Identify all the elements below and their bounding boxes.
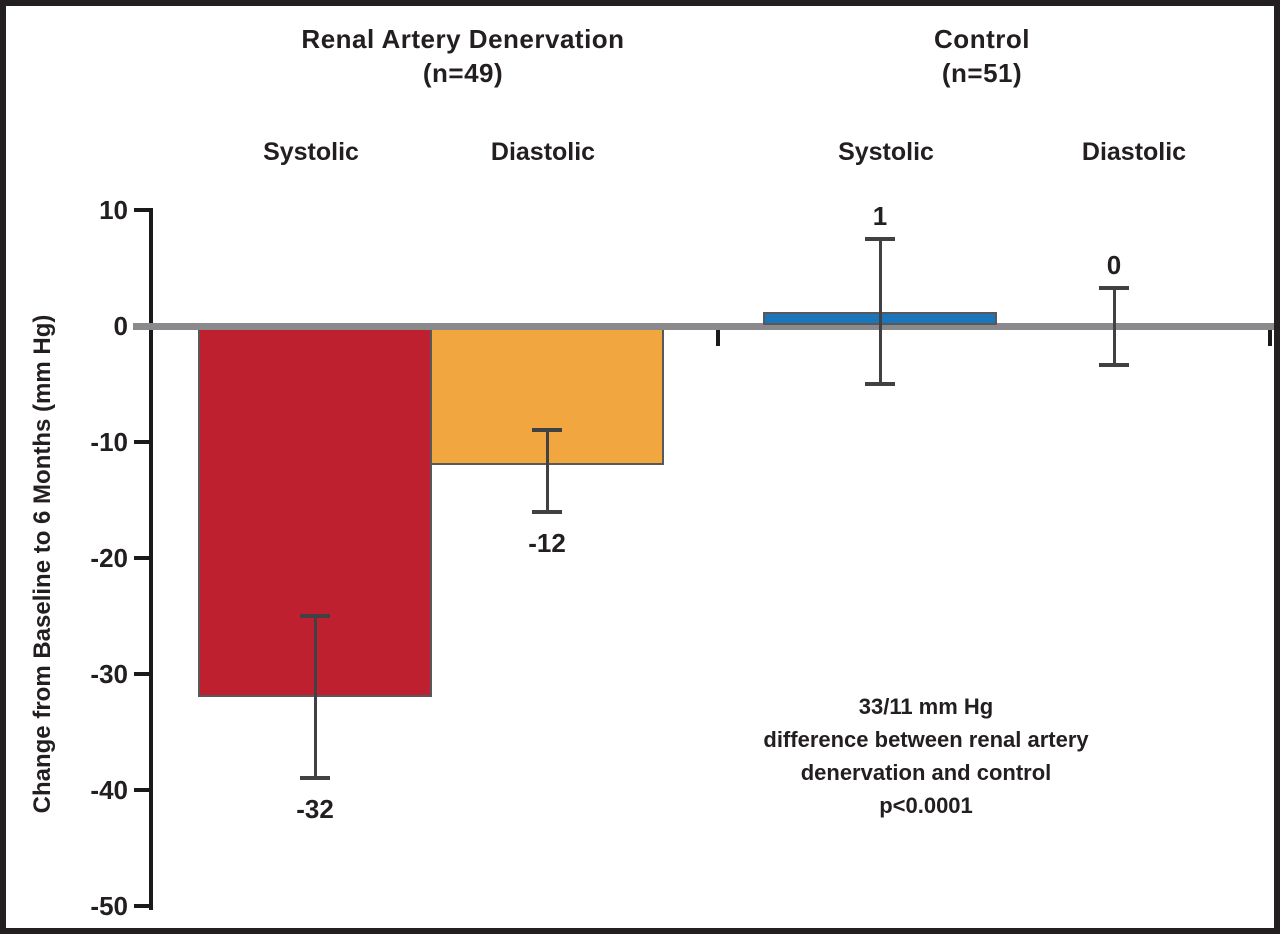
bar-value-label: 1 xyxy=(872,201,888,231)
group-header-denervation-n: (n=49) xyxy=(422,58,504,88)
error-bar-line xyxy=(314,616,317,778)
error-bar-cap-top xyxy=(532,428,562,432)
group-header-denervation: Renal Artery Denervation (n=49) xyxy=(228,22,698,90)
y-tick-label: -40 xyxy=(90,775,128,805)
bar-value-label: 0 xyxy=(1106,250,1122,280)
chart-plot-area: 10 0 -10 -20 -30 -40 -50 -32 -12 1 0 xyxy=(6,6,1274,928)
error-bar-line xyxy=(879,239,882,384)
group-header-control-title: Control xyxy=(934,24,1030,54)
error-bar-cap-bottom xyxy=(1099,363,1129,367)
annotation-line-3: denervation and control xyxy=(800,760,1052,785)
zero-baseline xyxy=(133,323,1274,330)
y-tick-mark xyxy=(134,556,149,560)
col-label-control-diastolic: Diastolic xyxy=(1081,138,1187,166)
bar-systolic-0 xyxy=(198,328,432,697)
error-bar-line xyxy=(546,430,549,512)
y-tick-label: -50 xyxy=(90,891,128,921)
y-tick-label: 10 xyxy=(99,195,128,225)
col-label-denervation-systolic: Systolic xyxy=(263,138,359,166)
group-header-denervation-title: Renal Artery Denervation xyxy=(301,24,625,54)
x-axis-tick xyxy=(716,330,720,346)
x-axis-tick xyxy=(1268,330,1272,346)
y-tick-label: -10 xyxy=(90,427,128,457)
group-header-control-n: (n=51) xyxy=(941,58,1023,88)
error-bar-cap-bottom xyxy=(865,382,895,386)
y-tick-mark xyxy=(134,208,149,212)
annotation-line-2: difference between renal artery xyxy=(763,727,1089,752)
error-bar-cap-top xyxy=(865,237,895,241)
error-bar-cap-top xyxy=(1099,286,1129,290)
y-tick-mark xyxy=(134,440,149,444)
y-tick-label: 0 xyxy=(113,311,128,341)
group-header-control: Control (n=51) xyxy=(787,22,1177,90)
y-tick-mark xyxy=(134,788,149,792)
col-label-denervation-diastolic: Diastolic xyxy=(490,138,596,166)
annotation-line-1: 33/11 mm Hg xyxy=(858,694,994,719)
error-bar-cap-bottom xyxy=(532,510,562,514)
error-bar-cap-bottom xyxy=(300,776,330,780)
y-axis-line xyxy=(149,208,153,910)
bar-value-label: -32 xyxy=(296,794,334,824)
col-label-control-systolic: Systolic xyxy=(838,138,934,166)
y-tick-mark xyxy=(134,904,149,908)
y-tick-label: -20 xyxy=(90,543,128,573)
bar-value-label: -12 xyxy=(528,528,566,558)
error-bar-line xyxy=(1113,288,1116,365)
y-tick-mark xyxy=(134,672,149,676)
y-tick-label: -30 xyxy=(90,659,128,689)
difference-annotation: 33/11 mm Hg difference between renal art… xyxy=(706,690,1146,822)
annotation-line-4: p<0.0001 xyxy=(879,793,973,818)
error-bar-cap-top xyxy=(300,614,330,618)
